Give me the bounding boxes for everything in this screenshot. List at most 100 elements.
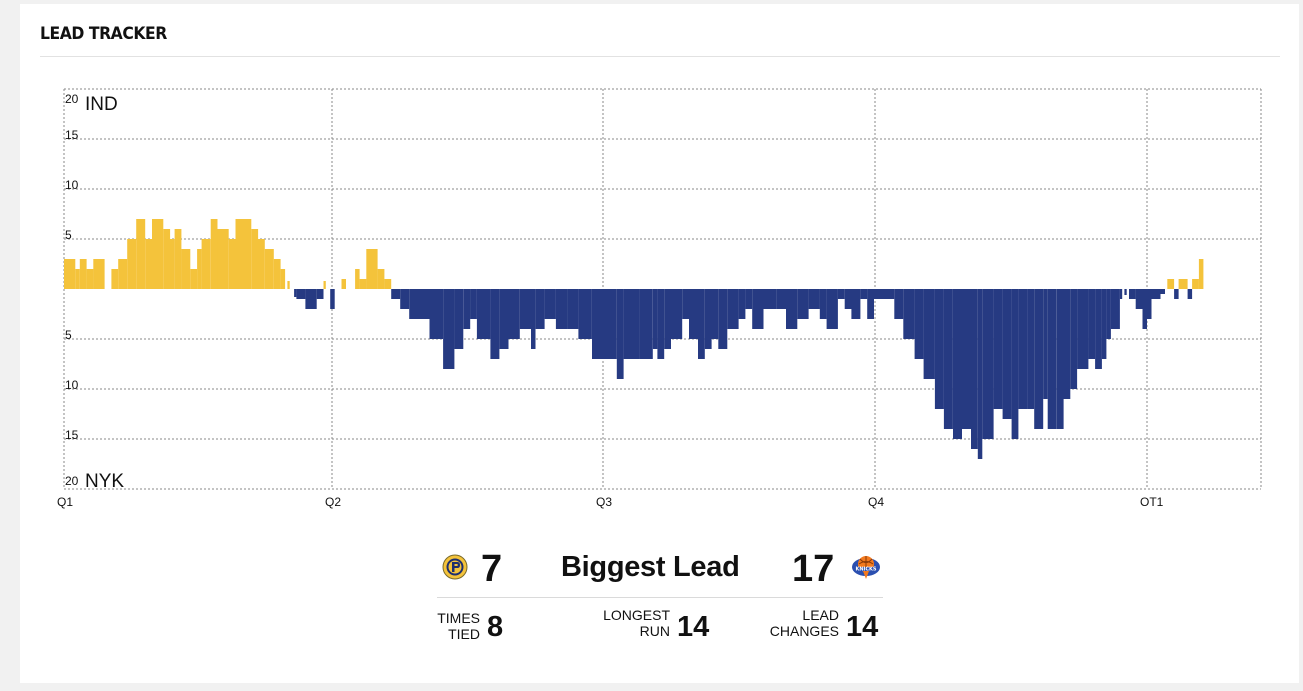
lead-changes-value: 14 [846, 611, 879, 643]
nyk-lead-bar [718, 289, 728, 349]
nyk-lead-bar [470, 289, 477, 319]
ind-lead-bar [341, 279, 346, 289]
ind-lead-bar [86, 269, 94, 289]
nyk-lead-bar [535, 289, 545, 329]
ind-lead-bar [170, 239, 175, 289]
ind-lead-bar [235, 219, 252, 289]
nyk-lead-bar [883, 289, 895, 299]
nyk-lead-bar [1135, 289, 1143, 309]
nyk-lead-bar [689, 289, 698, 339]
ind-axis-label: IND [85, 94, 118, 115]
nyk-lead-bar [1011, 289, 1019, 439]
nyk-lead-bar [1043, 289, 1048, 399]
ind-lead-bar [210, 219, 218, 289]
longest-run-label-2: RUN [639, 623, 670, 639]
period-label: Q3 [596, 495, 612, 509]
ind-lead-bar [359, 279, 367, 289]
nyk-lead-bar [1156, 289, 1161, 299]
ind-lead-bar [273, 259, 281, 289]
ind-lead-bar [287, 281, 290, 289]
lead-bars [64, 219, 1204, 459]
nyk-lead-bar [1110, 289, 1120, 329]
nyk-lead-bar [454, 289, 464, 349]
nyk-lead-bar [777, 289, 786, 309]
y-tick-label: 5 [65, 328, 72, 342]
nyk-lead-bar [499, 289, 509, 349]
nyk-lead-bar [391, 289, 401, 299]
knicks-logo-icon: KNICKS [852, 556, 880, 579]
nyk-lead-bar [330, 289, 335, 309]
nyk-lead-bar [623, 289, 640, 359]
y-tick-labels: 20 15 10 5 5 10 15 20 [65, 92, 79, 488]
ind-lead-bar [197, 249, 202, 289]
svg-text:KNICKS: KNICKS [855, 567, 876, 573]
nyk-lead-bar [1018, 289, 1028, 409]
nyk-lead-bar [711, 289, 719, 339]
nyk-lead-bar [1101, 289, 1107, 359]
nyk-lead-bar [1056, 289, 1064, 429]
times-tied-label-1: TIMES [437, 610, 480, 626]
stats-divider [437, 597, 883, 598]
nyk-lead-bar [1095, 289, 1102, 369]
nyk-lead-bar [1034, 289, 1044, 429]
nyk-lead-bar [860, 289, 868, 299]
pacers-logo-icon [442, 554, 468, 580]
nyk-lead-bar [752, 289, 764, 329]
nyk-lead-bar [592, 289, 601, 359]
nyk-lead-bar [682, 289, 689, 319]
nyk-lead-bar [867, 289, 874, 319]
nyk-lead-bar [971, 289, 978, 449]
nyk-lead-bar [316, 289, 324, 299]
period-label: OT1 [1140, 495, 1164, 509]
ind-lead-bar [181, 249, 191, 289]
ind-lead-bar [127, 239, 137, 289]
nyk-lead-bar [1147, 289, 1152, 319]
nyk-lead-bar [1151, 289, 1156, 299]
ind-lead-bar [75, 269, 80, 289]
nyk-lead-bar [652, 289, 658, 349]
y-tick-label: 10 [65, 178, 79, 192]
nyk-lead-bar [903, 289, 915, 339]
nyk-lead-bar [429, 289, 443, 339]
nyk-lead-bar [837, 289, 845, 299]
y-tick-label: 15 [65, 428, 79, 442]
ind-lead-bar [1198, 259, 1204, 289]
nyk-lead-bar [305, 289, 317, 309]
y-tick-label: 5 [65, 228, 72, 242]
nyk-lead-bar [844, 289, 852, 309]
ind-lead-bar [136, 219, 146, 289]
ind-lead-bar [258, 239, 265, 289]
longest-run-label-1: LONGEST [603, 607, 670, 623]
nyk-lead-bar [797, 289, 809, 319]
nyk-lead-bar [1106, 289, 1111, 339]
nyk-lead-bar [1119, 289, 1123, 299]
nyk-lead-bar [639, 289, 653, 359]
biggest-lead-ind: 7 [481, 548, 503, 590]
nyk-lead-bar [1129, 289, 1136, 299]
nyk-lead-bar [409, 289, 430, 319]
nyk-lead-bar [704, 289, 712, 349]
nyk-lead-bar [1002, 289, 1012, 419]
ind-lead-bar [1178, 279, 1188, 289]
ind-lead-bar [384, 279, 392, 289]
nyk-lead-bar [664, 289, 671, 349]
nyk-lead-bar [519, 289, 532, 329]
nyk-lead-bar [400, 289, 410, 309]
nyk-lead-bar [443, 289, 455, 369]
nyk-lead-bar [1142, 289, 1147, 329]
nyk-lead-bar [982, 289, 994, 439]
nyk-lead-bar [616, 289, 624, 379]
nyk-lead-bar [1160, 289, 1165, 294]
nyk-lead-bar [1187, 289, 1193, 299]
ind-lead-bar [217, 229, 229, 289]
nyk-lead-bar [894, 289, 904, 319]
period-label: Q4 [868, 495, 884, 509]
times-tied-label-2: TIED [448, 626, 480, 642]
nyk-lead-bar [826, 289, 838, 329]
ind-lead-bar [93, 259, 105, 289]
nyk-lead-bar [1027, 289, 1035, 409]
nyk-lead-bar [531, 289, 536, 349]
nyk-lead-bar [463, 289, 471, 329]
nyk-lead-bar [1088, 289, 1096, 359]
lead-tracker-card: LEAD TRACKER 20 15 10 5 5 10 15 20 IND NYK Q1 Q2 Q3 Q… [20, 4, 1299, 683]
